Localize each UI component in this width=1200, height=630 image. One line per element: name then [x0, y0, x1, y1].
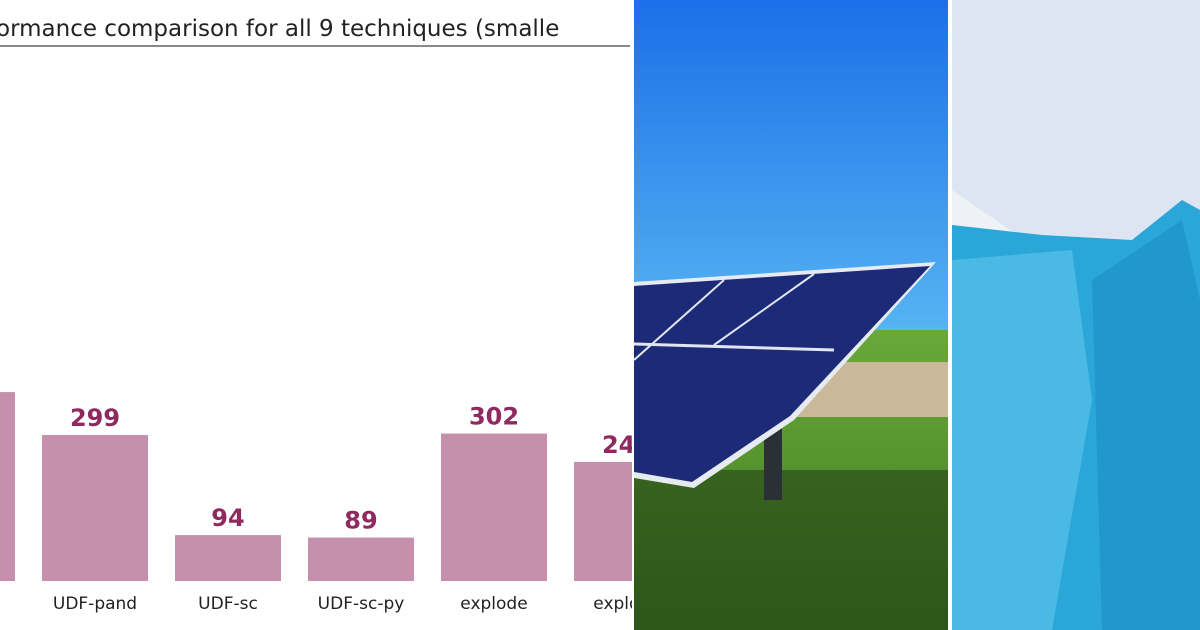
value-label: 299 — [70, 404, 120, 432]
solar-panel — [634, 266, 930, 482]
value-label: 302 — [469, 403, 519, 431]
x-tick-label: explode — [593, 594, 632, 614]
panel-seam — [634, 342, 835, 352]
x-tick-label: UDF-sc — [198, 594, 258, 614]
value-label: 89 — [344, 507, 377, 535]
x-tick-label: explode — [460, 594, 527, 614]
bar — [441, 433, 547, 581]
solar-photo — [634, 0, 948, 630]
x-tick-label: UDF-pand — [53, 594, 137, 614]
bar — [308, 537, 414, 581]
value-label: 244 — [602, 431, 632, 459]
ice-face — [1092, 220, 1200, 630]
panel-seam — [634, 279, 725, 361]
bar — [42, 435, 148, 581]
chart: ormance comparison for all 9 techniques … — [0, 16, 632, 614]
ice-photo — [952, 0, 1200, 630]
bar — [175, 535, 281, 581]
value-label: 94 — [211, 504, 244, 532]
shadow — [634, 470, 948, 630]
bar — [0, 392, 15, 581]
bar — [574, 461, 632, 581]
chart-title: ormance comparison for all 9 techniques … — [0, 16, 559, 42]
panel-seam — [713, 273, 815, 346]
x-tick-label: UDF-sc-py — [318, 594, 405, 614]
ice-face — [952, 250, 1092, 630]
